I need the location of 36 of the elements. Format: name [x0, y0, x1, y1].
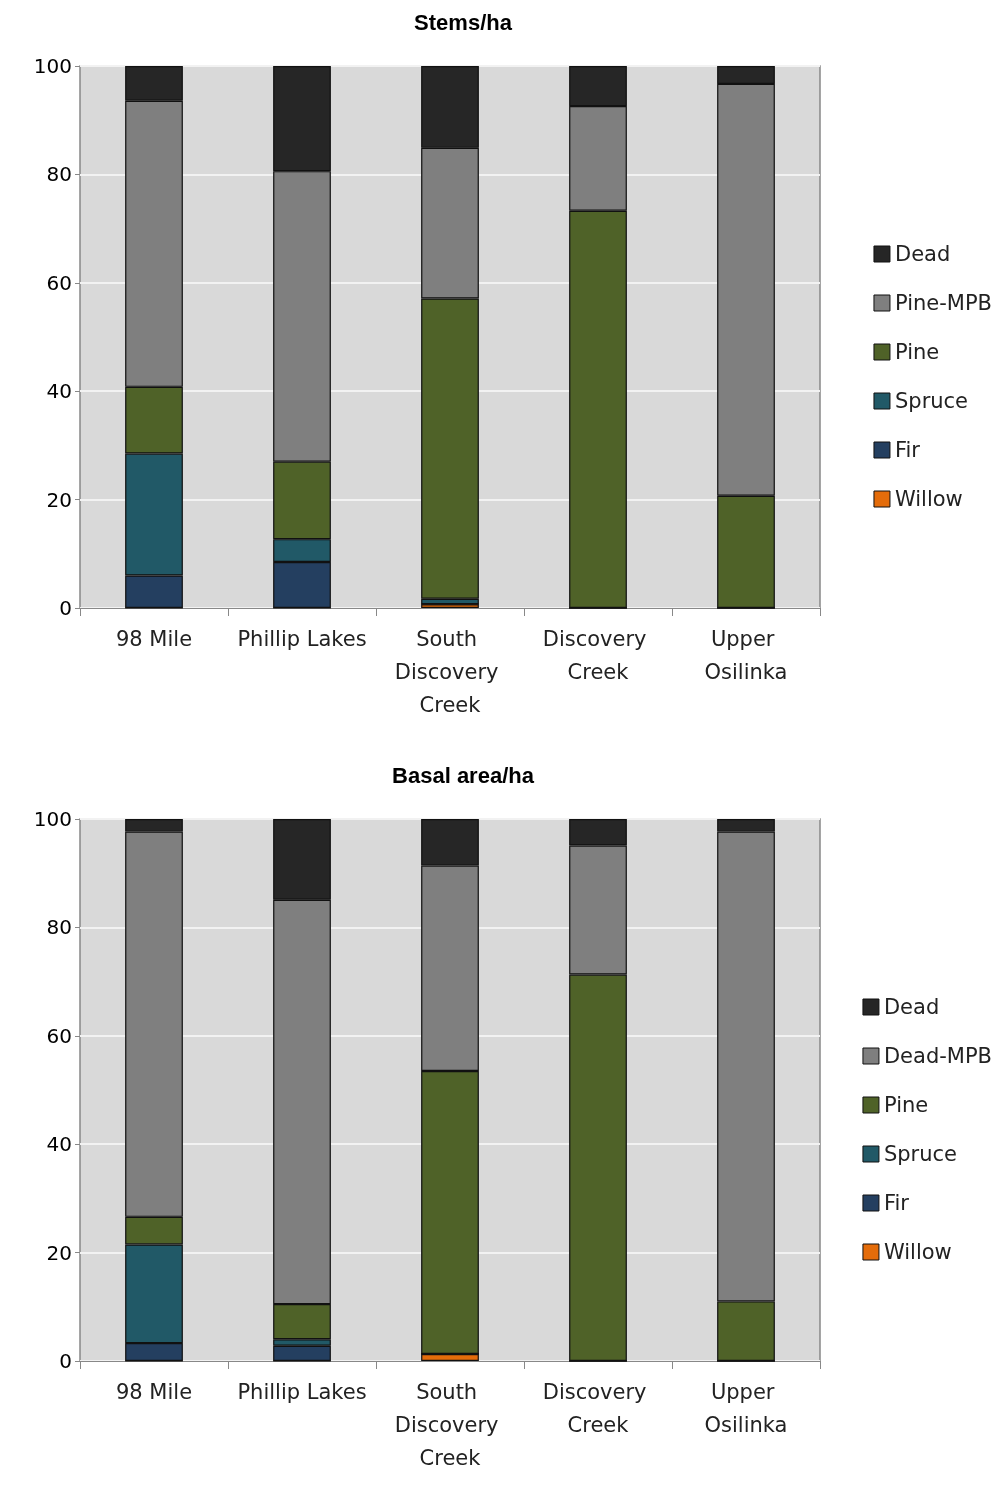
legend-label: Willow	[883, 1240, 952, 1264]
legend-label: Fir	[894, 438, 921, 462]
x-tick-label: Discovery Creek	[542, 626, 654, 684]
y-tick-label: 100	[33, 54, 72, 78]
legend-label: Fir	[883, 1191, 910, 1215]
y-tick-label: 60	[46, 270, 72, 295]
x-tick-label: 98 Mile	[115, 626, 193, 651]
legend-label: Dead	[883, 995, 940, 1019]
x-tick-label: Upper Osilinka	[704, 626, 788, 684]
legend-label: Dead	[894, 242, 951, 266]
y-tick-label: 20	[46, 487, 72, 512]
x-tick-label: South Discovery Creek	[394, 626, 506, 717]
x-tick-label: Phillip Lakes	[237, 1379, 367, 1404]
chart-title: Stems/ha	[414, 9, 513, 35]
legend-label: Dead-MPB	[883, 1044, 993, 1068]
x-tick-label: 98 Mile	[115, 1379, 193, 1404]
y-tick-label: 60	[46, 1023, 72, 1048]
x-tick-label: Phillip Lakes	[237, 626, 367, 651]
y-tick-label: 0	[59, 596, 72, 620]
y-tick-label: 40	[46, 379, 72, 404]
legend-label: Spruce	[883, 1142, 958, 1166]
legend-label: Willow	[894, 487, 963, 511]
y-tick-label: 80	[46, 162, 72, 187]
y-tick-label: 80	[46, 915, 72, 940]
legend-label: Pine-MPB	[894, 291, 993, 315]
legend-label: Spruce	[894, 389, 969, 413]
y-tick-label: 100	[33, 807, 72, 831]
x-tick-label: Upper Osilinka	[704, 1379, 788, 1437]
y-tick-label: 20	[46, 1240, 72, 1265]
chart-title: Basal area/ha	[392, 762, 535, 788]
y-tick-label: 40	[46, 1132, 72, 1157]
y-tick-label: 0	[59, 1349, 72, 1373]
legend-label: Pine	[894, 340, 940, 364]
legend-label: Pine	[883, 1093, 929, 1117]
x-tick-label: Discovery Creek	[542, 1379, 654, 1437]
x-tick-label: South Discovery Creek	[394, 1379, 506, 1470]
